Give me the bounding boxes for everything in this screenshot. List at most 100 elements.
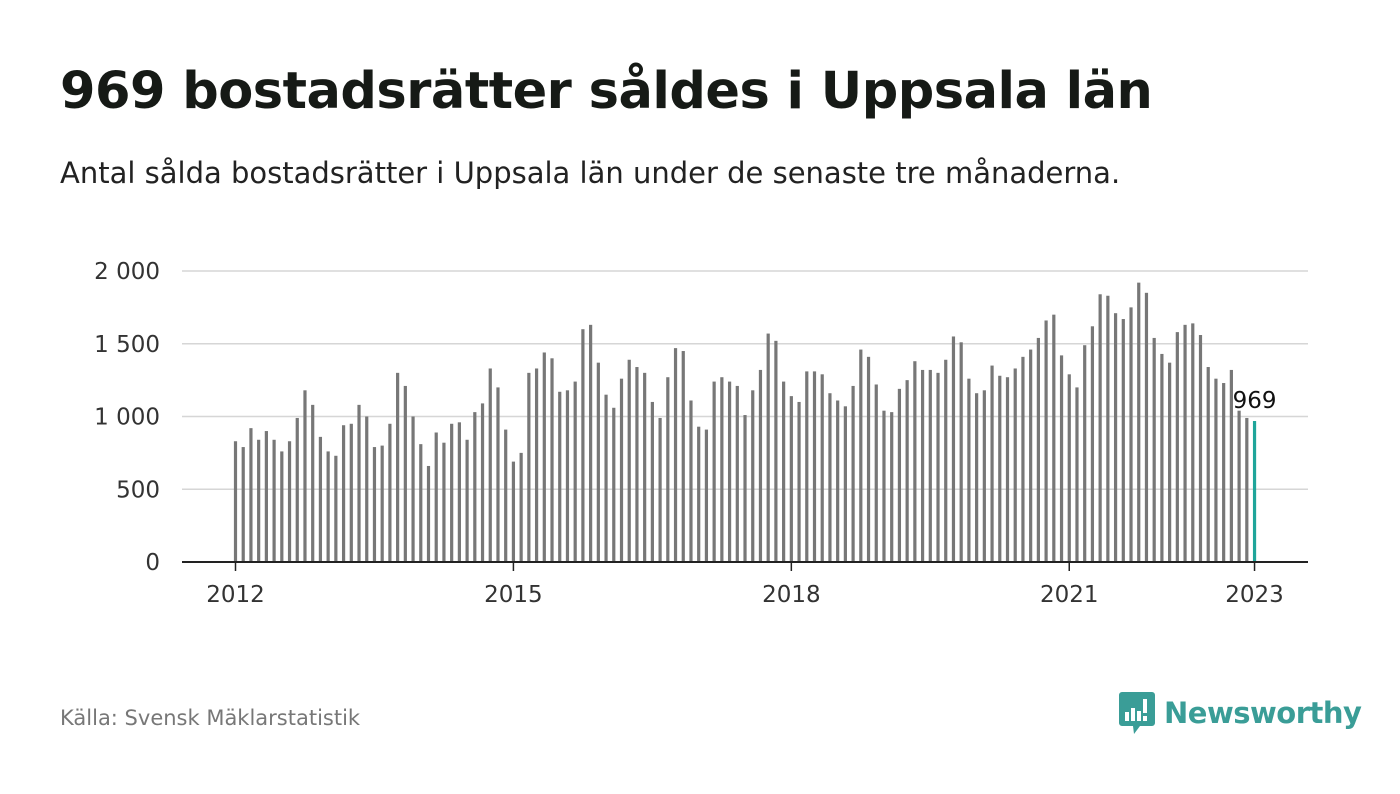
bar: [1137, 282, 1141, 562]
bar: [658, 417, 662, 562]
bar: [782, 381, 786, 562]
bar: [1075, 387, 1079, 562]
bar: [689, 400, 693, 562]
bar: [1214, 378, 1218, 562]
bar: [573, 381, 577, 562]
bar: [697, 426, 701, 562]
bar: [1044, 320, 1048, 562]
bar: [581, 329, 585, 562]
bar: [264, 431, 268, 562]
bar: [341, 425, 346, 562]
bar: [751, 390, 755, 562]
bar: [511, 461, 516, 562]
source-note: Källa: Svensk Mäklarstatistik: [60, 706, 361, 730]
bar: [542, 352, 546, 562]
x-tick-label: 2023: [1225, 582, 1284, 608]
bar: [380, 445, 384, 562]
bar: [1059, 355, 1064, 562]
bar: [913, 361, 917, 562]
bar: [280, 451, 284, 562]
bar: [426, 465, 431, 562]
bar: [519, 452, 523, 563]
bar: [998, 375, 1002, 562]
bar: [1021, 356, 1025, 562]
bar: [643, 372, 647, 562]
bar: [1160, 353, 1164, 562]
bar: [480, 403, 485, 562]
bar: [612, 407, 616, 562]
bar: [982, 390, 986, 562]
brand-name: Newsworthy: [1164, 696, 1362, 730]
bar: [758, 369, 763, 562]
bar: [627, 359, 631, 562]
bar: [419, 444, 423, 562]
bar: [1237, 410, 1241, 562]
bar: [311, 404, 315, 562]
bar: [1229, 369, 1233, 562]
bar: [396, 372, 400, 562]
bar: [851, 385, 855, 562]
chart-subtitle: Antal sålda bostadsrätter i Uppsala län …: [60, 156, 1121, 190]
bar: [936, 372, 940, 562]
bar: [465, 439, 469, 562]
bar: [812, 371, 817, 562]
y-tick-label: 500: [116, 477, 160, 503]
bar: [990, 365, 994, 562]
bar: [434, 432, 438, 562]
bar: [295, 417, 299, 562]
bar: [357, 404, 361, 562]
bar: [1144, 292, 1149, 562]
bar: [558, 391, 562, 562]
bar: [897, 388, 902, 562]
bar: [504, 429, 508, 562]
bar: [1206, 367, 1210, 562]
bar: [1222, 383, 1226, 562]
bar: [372, 447, 377, 562]
bar: [836, 400, 840, 562]
bar: [457, 422, 461, 562]
bar: [743, 415, 747, 562]
bar: [882, 410, 886, 562]
bar: [820, 374, 824, 562]
bar: [488, 368, 492, 562]
bar: [527, 372, 531, 562]
bar: [805, 371, 809, 562]
bar: [712, 381, 716, 562]
bar: [789, 396, 793, 562]
bar: [287, 441, 292, 562]
bar: [1121, 319, 1125, 562]
y-tick-label: 2 000: [94, 259, 160, 285]
bars: [233, 282, 1257, 563]
bar: [565, 390, 570, 562]
bar: [951, 336, 956, 562]
bar: [349, 423, 353, 562]
bar-latest: [1252, 421, 1257, 562]
bar: [403, 385, 407, 562]
y-tick-label: 1 000: [94, 405, 160, 431]
bar: [1090, 326, 1095, 562]
y-tick-label: 0: [145, 550, 160, 576]
bar: [720, 377, 724, 562]
bar: [1067, 374, 1071, 562]
brand-logo: Newsworthy: [1118, 690, 1362, 736]
bar: [944, 359, 948, 562]
bar: [318, 436, 323, 562]
bar: [905, 380, 909, 563]
bar: [473, 412, 477, 562]
bar: [890, 412, 894, 562]
latest-value-label: 969: [1233, 388, 1277, 414]
bar: [681, 351, 685, 562]
bar: [550, 358, 554, 562]
bar: [442, 442, 446, 562]
bar: [1083, 345, 1087, 562]
bar: [920, 369, 925, 562]
bar: [928, 369, 932, 562]
bar: [866, 356, 871, 562]
bar: [874, 384, 878, 562]
bar: [1191, 323, 1195, 562]
bar: [1106, 295, 1110, 562]
bar: [411, 416, 415, 562]
bar: [967, 378, 971, 562]
bar: [1175, 332, 1179, 562]
bar: [1245, 417, 1249, 562]
